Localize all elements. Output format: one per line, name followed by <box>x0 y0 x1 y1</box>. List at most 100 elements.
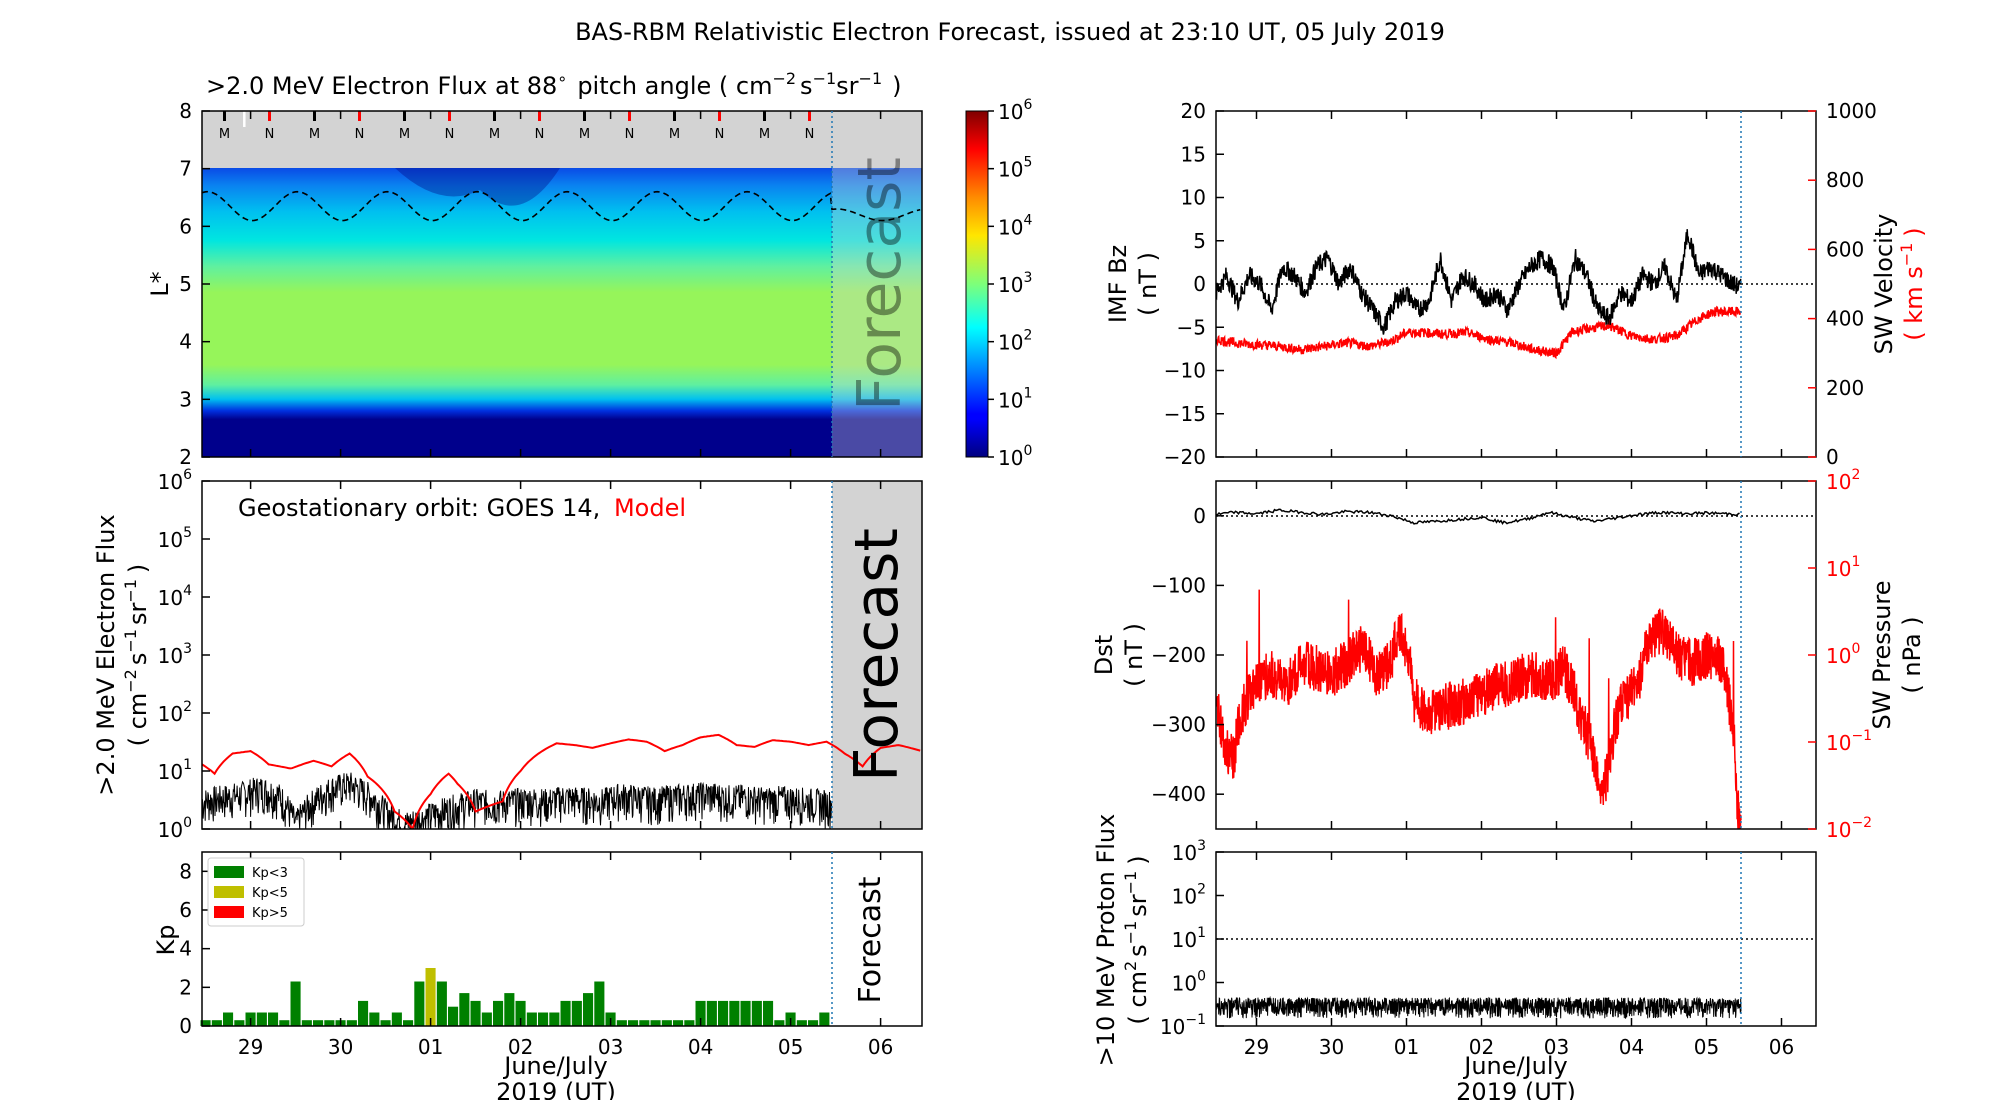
imf-ytick-label: 10 <box>1181 186 1206 210</box>
proton-ytick-label: 101 <box>1172 925 1206 952</box>
kp-bar <box>301 1020 312 1026</box>
proton-ytick-label: 10−1 <box>1160 1012 1206 1039</box>
kp-bar <box>650 1020 661 1026</box>
kp-bar <box>268 1012 279 1026</box>
imf-ylabel-line2: ( nT ) <box>1134 252 1162 316</box>
imf-velocity-ytick-label: 600 <box>1826 237 1864 261</box>
kp-ytick-label: 8 <box>179 859 192 883</box>
dst-ytick-label: −100 <box>1151 573 1206 597</box>
dst-y2label-line1: SW Pressure <box>1868 580 1896 729</box>
kp-bar <box>695 1000 706 1026</box>
kp-bar <box>718 1000 729 1026</box>
kp-legend-label: Kp>5 <box>252 906 288 921</box>
kp-bar <box>470 1000 481 1026</box>
colorbar-tick-label: 103 <box>998 270 1032 297</box>
dst-ytick-label: 0 <box>1193 504 1206 528</box>
kp-bar <box>661 1020 672 1026</box>
kp-bar <box>594 981 605 1026</box>
kp-bar <box>763 1000 774 1026</box>
flux-map-ytick-label: 5 <box>179 272 192 296</box>
orbit-marker-label: N <box>445 127 455 142</box>
imf-velocity-ytick-label: 1000 <box>1826 99 1877 123</box>
kp-bar <box>706 1000 717 1026</box>
kp-bar <box>391 1012 402 1026</box>
geo-flux-annotation: Geostationary orbit: GOES 14, Model <box>238 494 686 522</box>
kp-legend-label: Kp<3 <box>252 866 288 881</box>
orbit-marker-label: M <box>399 127 410 142</box>
kp-bar <box>459 993 470 1026</box>
flux-map-ytick-label: 3 <box>179 387 192 411</box>
dst-panel: −400 −300 −200 −100 0 10−2 10−1 100 101 102 Dst (… <box>1090 467 1926 842</box>
kp-bar <box>515 1000 526 1026</box>
flux-map-title: >2.0 MeV Electron Flux at 88∘ pitch angle… <box>206 69 902 100</box>
imf-bz-line <box>1216 229 1742 335</box>
proton-ylabel-line1: >10 MeV Proton Flux <box>1092 814 1120 1067</box>
orbit-marker-label: M <box>219 127 230 142</box>
kp-xtick-label: 04 <box>688 1035 713 1059</box>
dst-y2label-line2: ( nPa ) <box>1898 616 1926 693</box>
flux-map-ytick-label: 4 <box>179 330 192 354</box>
kp-bar <box>425 968 436 1026</box>
proton-xlabel-line1: June/July <box>1462 1052 1568 1080</box>
dst-ytick-label: −300 <box>1151 713 1206 737</box>
geo-flux-goes-line <box>202 772 833 829</box>
proton-xtick-label: 04 <box>1619 1035 1644 1059</box>
geo-flux-ytick-label: 103 <box>158 641 192 668</box>
geo-flux-forecast-shade <box>832 481 922 829</box>
kp-bar <box>358 1000 369 1026</box>
colorbar-tick-label: 104 <box>998 212 1032 239</box>
colorbar-tick-label: 101 <box>998 385 1032 412</box>
proton-panel: 10−1 100 101 102 103 29 30 01 02 03 04 05 06 >10 MeV… <box>1092 814 1817 1100</box>
kp-legend-swatch <box>214 906 244 918</box>
proton-xtick-label: 29 <box>1244 1035 1269 1059</box>
flux-map-ylabel: L* <box>146 271 174 296</box>
orbit-marker-label: N <box>265 127 275 142</box>
dst-pressure-ytick-label: 101 <box>1826 554 1860 581</box>
kp-xlabel-line2: 2019 (UT) <box>496 1078 616 1100</box>
geo-flux-frame <box>201 480 923 830</box>
kp-xtick-label: 06 <box>868 1035 893 1059</box>
kp-xtick-label: 29 <box>238 1035 263 1059</box>
proton-xlabel-line2: 2019 (UT) <box>1456 1078 1576 1100</box>
kp-bar <box>493 1000 504 1026</box>
dst-ylabel-line2: ( nT ) <box>1120 623 1148 687</box>
colorbar-fill <box>965 110 989 458</box>
kp-legend-label: Kp<5 <box>252 886 288 901</box>
kp-legend-swatch <box>214 886 244 898</box>
kp-bar <box>673 1020 684 1026</box>
dst-pressure-ytick-label: 100 <box>1826 641 1860 668</box>
flux-map-forecast-label: Forecast <box>845 157 915 411</box>
dst-pressure-ytick-label: 10−1 <box>1826 728 1872 755</box>
kp-bar <box>414 981 425 1026</box>
kp-bar <box>526 1012 537 1026</box>
imf-y2label-line1: SW Velocity <box>1870 214 1898 355</box>
kp-bar <box>751 1000 762 1026</box>
colorbar: 100 101 102 103 104 105 106 <box>965 97 1032 470</box>
imf-ytick-label: −5 <box>1177 315 1206 339</box>
kp-bar <box>684 1020 695 1026</box>
orbit-marker-label: N <box>535 127 545 142</box>
imf-ytick-label: 20 <box>1181 99 1206 123</box>
kp-ytick-label: 4 <box>179 937 192 961</box>
kp-bar <box>200 1020 211 1026</box>
orbit-marker-label: N <box>355 127 365 142</box>
dst-pressure-line <box>1216 589 1742 829</box>
geo-flux-ylabel-line2: ( cm−2s−1sr−1) <box>121 564 152 747</box>
kp-bar <box>234 1020 245 1026</box>
orbit-marker-label: M <box>489 127 500 142</box>
dst-pressure-ytick-label: 102 <box>1826 467 1860 494</box>
proton-ylabel-line2: ( cm2s−1sr−1) <box>1121 855 1152 1024</box>
figure-title: BAS-RBM Relativistic Electron Forecast, … <box>575 18 1445 46</box>
imf-ytick-label: 15 <box>1181 142 1206 166</box>
proton-xtick-label: 03 <box>1544 1035 1569 1059</box>
imf-ytick-label: 5 <box>1193 229 1206 253</box>
geo-flux-ytick-label: 101 <box>158 757 192 784</box>
kp-xtick-label: 05 <box>778 1035 803 1059</box>
flux-map-ytick-label: 7 <box>179 157 192 181</box>
orbit-marker-label: M <box>309 127 320 142</box>
kp-bar <box>616 1020 627 1026</box>
imf-velocity-ytick-label: 0 <box>1826 445 1839 469</box>
kp-ytick-label: 2 <box>179 975 192 999</box>
